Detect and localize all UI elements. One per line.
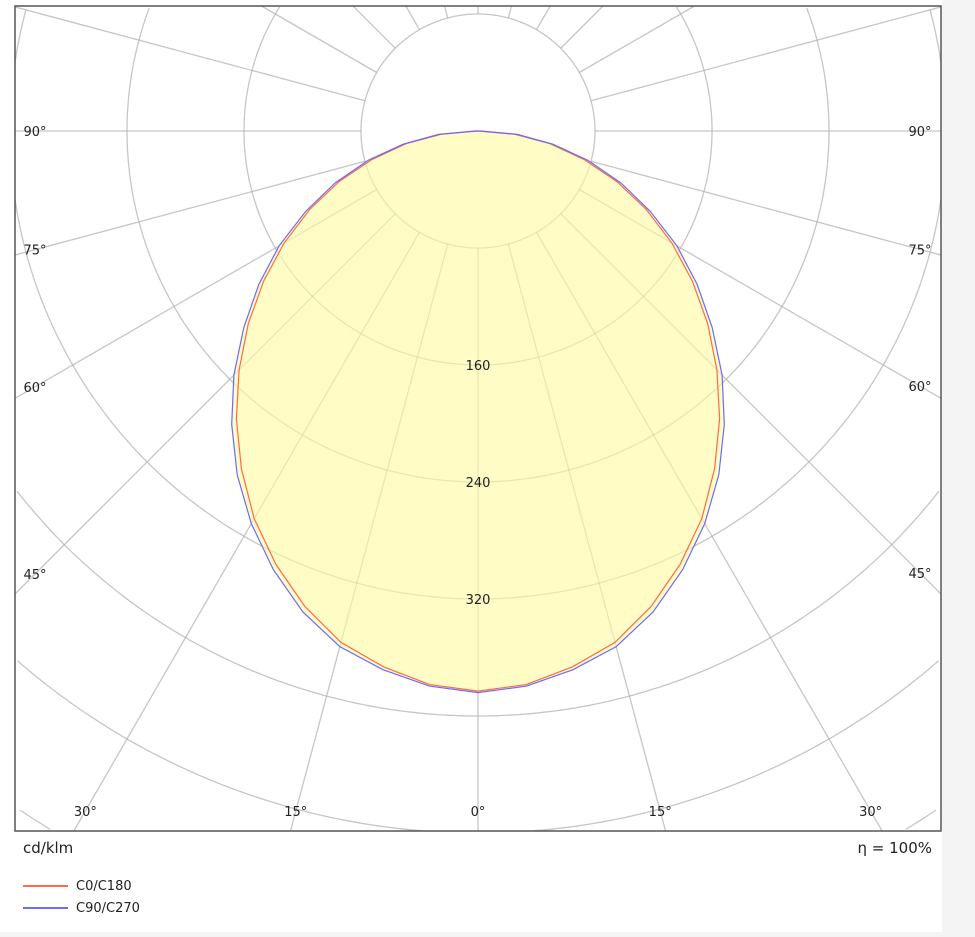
grid-spoke-overlay bbox=[578, 188, 942, 399]
angle-label: 75° bbox=[23, 244, 46, 259]
grid-circle-overlay bbox=[19, 809, 937, 830]
grid-spoke-overlay bbox=[507, 5, 513, 19]
angle-label: 75° bbox=[908, 243, 931, 258]
grid-circle-overlay bbox=[14, 9, 942, 600]
grid-spoke-overlay bbox=[578, 5, 695, 74]
angle-label: 45° bbox=[23, 568, 46, 583]
angle-label: 0° bbox=[471, 805, 486, 820]
legend-label-c0: C0/C180 bbox=[76, 878, 132, 894]
grid-circle bbox=[16, 660, 940, 832]
grid-circle bbox=[14, 9, 942, 600]
grid-spoke bbox=[261, 5, 378, 74]
grid-spoke-overlay bbox=[14, 188, 378, 399]
grid-spoke-overlay bbox=[14, 160, 366, 256]
grid-spoke-overlay bbox=[443, 5, 449, 19]
legend-swatch-c90 bbox=[23, 907, 68, 909]
grid-circle-overlay bbox=[360, 13, 596, 249]
grid-circle-overlay bbox=[16, 660, 940, 832]
grid-circle bbox=[19, 809, 937, 830]
grid-spoke bbox=[560, 5, 604, 49]
grid-spoke-overlay bbox=[560, 213, 942, 595]
grid-spoke bbox=[590, 160, 942, 256]
grid-spoke bbox=[14, 160, 366, 256]
angle-label: 90° bbox=[908, 125, 931, 140]
grid-spoke-overlay bbox=[261, 5, 378, 74]
grid-circle bbox=[16, 490, 940, 717]
grid-spoke bbox=[405, 5, 421, 31]
grid-spoke-overlay bbox=[405, 5, 421, 31]
grid-spoke bbox=[352, 5, 396, 49]
grid-spoke bbox=[443, 5, 449, 19]
grid-spoke-overlay bbox=[535, 5, 551, 31]
grid-spoke bbox=[535, 5, 551, 31]
grid-spoke-overlay bbox=[507, 243, 667, 832]
unit-label: cd/klm bbox=[23, 839, 74, 857]
intensity-fill bbox=[231, 131, 725, 693]
angle-label: 30° bbox=[74, 805, 97, 820]
grid-spoke-overlay bbox=[590, 6, 942, 102]
plot-frame bbox=[14, 5, 942, 832]
grid-spoke-overlay bbox=[535, 231, 883, 832]
radial-tick-label: 160 bbox=[466, 359, 491, 374]
grid-spoke-overlay bbox=[73, 231, 421, 832]
grid-spoke bbox=[578, 5, 695, 74]
radial-tick-label: 320 bbox=[466, 593, 491, 608]
grid-circle-overlay bbox=[126, 7, 830, 483]
legend-item-c90: C90/C270 bbox=[23, 897, 140, 919]
series-curve-c0-c180 bbox=[235, 130, 721, 692]
angle-label: 90° bbox=[23, 125, 46, 140]
grid-spoke-overlay bbox=[590, 160, 942, 256]
legend-item-c0: C0/C180 bbox=[23, 875, 140, 897]
angle-label: 15° bbox=[649, 805, 672, 820]
grid-circle-overlay bbox=[243, 6, 713, 366]
legend-label-c90: C90/C270 bbox=[76, 900, 140, 916]
grid-spoke-overlay bbox=[14, 6, 366, 102]
legend-swatch-c0 bbox=[23, 885, 68, 887]
angle-label: 60° bbox=[908, 380, 931, 395]
grid-spoke-overlay bbox=[289, 243, 449, 832]
grid-spoke-overlay bbox=[560, 5, 604, 49]
grid-circle-overlay bbox=[16, 490, 940, 717]
angle-label: 45° bbox=[908, 567, 931, 582]
angle-label: 60° bbox=[23, 381, 46, 396]
efficiency-label: η = 100% bbox=[857, 839, 933, 857]
radial-tick-label: 240 bbox=[466, 476, 491, 491]
grid-spoke bbox=[14, 6, 366, 102]
grid-spoke-overlay bbox=[14, 213, 396, 595]
plot-area bbox=[14, 5, 942, 832]
grid-spoke bbox=[507, 5, 513, 19]
grid-spoke-overlay bbox=[352, 5, 396, 49]
angle-label: 15° bbox=[284, 805, 307, 820]
angle-label: 30° bbox=[859, 805, 882, 820]
legend: C0/C180 C90/C270 bbox=[23, 875, 140, 919]
grid-spoke bbox=[590, 6, 942, 102]
series-curve-c90-c270 bbox=[231, 130, 725, 694]
